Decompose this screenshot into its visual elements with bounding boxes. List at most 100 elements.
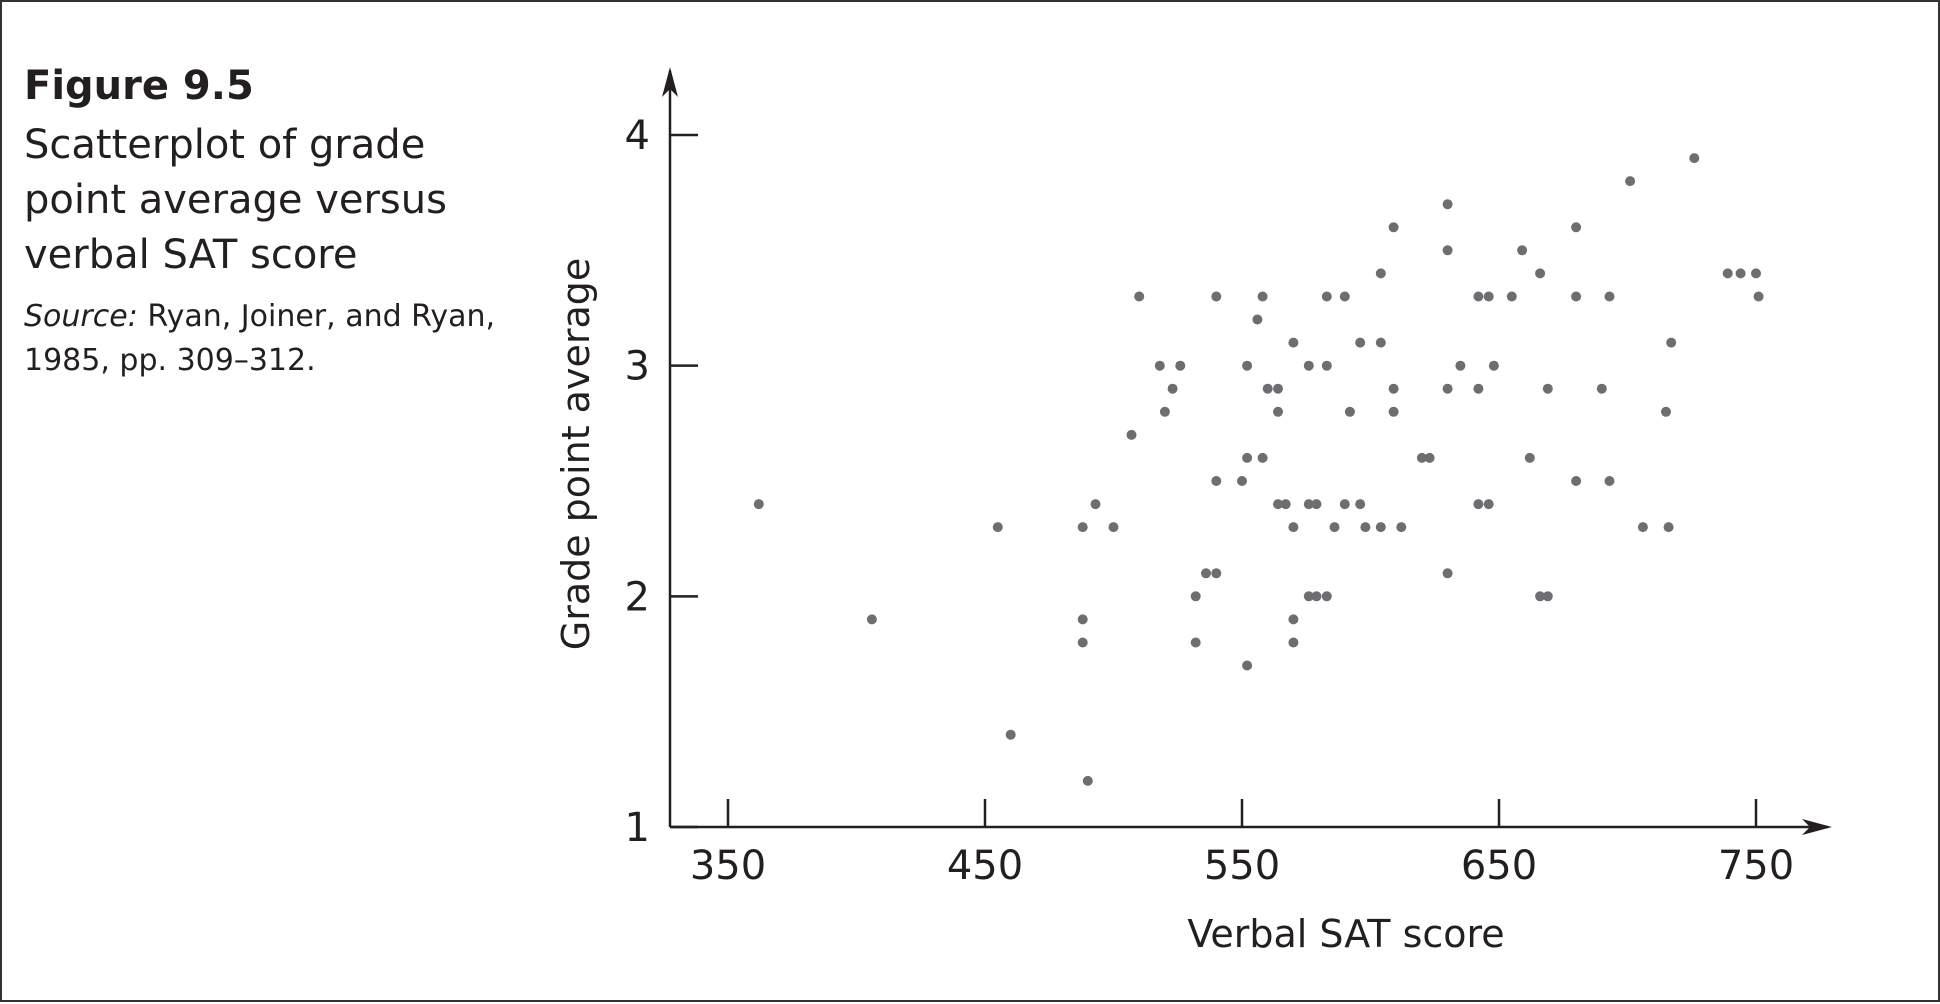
data-point (1388, 406, 1399, 417)
data-point (1375, 268, 1386, 279)
y-tick-label: 4 (625, 113, 650, 159)
figure-caption: Figure 9.5 Scatterplot of grade point av… (24, 58, 504, 383)
data-point (1211, 568, 1222, 579)
data-point (1288, 614, 1299, 625)
data-point (1005, 729, 1016, 740)
data-point (1257, 291, 1268, 302)
data-point (753, 499, 764, 510)
data-point (1542, 383, 1553, 394)
data-point (1344, 406, 1355, 417)
y-tick-label: 1 (625, 805, 650, 851)
data-point (1524, 452, 1535, 463)
data-point (1604, 291, 1615, 302)
data-point (1442, 383, 1453, 394)
data-point (1242, 360, 1253, 371)
data-point (1077, 522, 1088, 533)
x-tick-label: 650 (1461, 843, 1537, 889)
data-point (1416, 452, 1427, 463)
figure-title: Scatterplot of grade point average versu… (24, 122, 447, 278)
data-point (1126, 429, 1137, 440)
data-point (1257, 452, 1268, 463)
data-point (1396, 522, 1407, 533)
data-point (1303, 360, 1314, 371)
data-point (1262, 383, 1273, 394)
data-point (1175, 360, 1186, 371)
data-point (1329, 522, 1340, 533)
data-point (1455, 360, 1466, 371)
data-point (1506, 291, 1517, 302)
data-point (1237, 476, 1247, 486)
data-point (1211, 476, 1222, 486)
data-point (1252, 314, 1263, 325)
data-point (1090, 499, 1101, 510)
x-tick-label: 450 (947, 843, 1023, 889)
data-point (1339, 499, 1350, 510)
tick-marks: 350 450 550 650 750 1 2 3 4 (625, 113, 1795, 889)
data-point (1077, 637, 1088, 648)
data-point (992, 522, 1003, 533)
data-point (1661, 406, 1671, 417)
data-point (1473, 383, 1484, 394)
data-point (1108, 522, 1119, 533)
data-point (866, 614, 877, 625)
data-point (1159, 406, 1170, 417)
data-point (1303, 591, 1314, 602)
data-point (1722, 268, 1733, 279)
data-point (1311, 591, 1322, 602)
data-point (1339, 291, 1350, 302)
data-point (1604, 476, 1615, 486)
data-point (1442, 568, 1453, 579)
data-point (1321, 591, 1332, 602)
x-tick-label: 350 (690, 843, 766, 889)
data-point (1375, 337, 1386, 348)
y-axis-arrow-icon (662, 67, 678, 97)
data-point (1355, 499, 1366, 510)
data-point (1571, 222, 1582, 233)
data-point (1360, 522, 1371, 533)
data-point (1542, 591, 1553, 602)
axes (662, 67, 1832, 835)
data-point (1596, 383, 1607, 394)
data-point (1535, 591, 1546, 602)
data-point (1571, 476, 1582, 486)
data-point (1535, 268, 1546, 279)
data-point (1689, 153, 1700, 164)
data-point (1388, 383, 1399, 394)
data-point (1637, 522, 1648, 533)
data-point (1154, 360, 1165, 371)
data-point (1517, 245, 1528, 256)
data-point (1321, 360, 1332, 371)
data-point (1355, 337, 1366, 348)
data-point (1424, 452, 1435, 463)
data-point (1242, 452, 1253, 463)
data-point (1483, 499, 1494, 510)
data-point (1625, 176, 1636, 187)
data-point (1388, 222, 1399, 233)
data-point (1211, 291, 1222, 302)
data-point (1751, 268, 1761, 279)
data-point (1190, 637, 1201, 648)
y-axis-title: Grade point average (554, 258, 598, 651)
data-point (1488, 360, 1499, 371)
y-tick-label: 2 (625, 574, 650, 620)
data-point (1311, 499, 1322, 510)
data-point (1273, 499, 1283, 510)
data-points (753, 153, 1764, 786)
x-tick-label: 550 (1204, 843, 1280, 889)
data-point (1321, 291, 1332, 302)
data-point (1167, 383, 1178, 394)
data-point (1280, 499, 1291, 510)
y-tick-label: 3 (625, 344, 650, 390)
figure-source: Source: Ryan, Joiner, and Ryan, 1985, pp… (24, 295, 504, 383)
data-point (1442, 199, 1453, 210)
data-point (1571, 291, 1582, 302)
data-point (1288, 337, 1299, 348)
data-point (1375, 522, 1386, 533)
data-point (1483, 291, 1494, 302)
data-point (1190, 591, 1201, 602)
data-point (1473, 499, 1484, 510)
data-point (1242, 660, 1253, 671)
data-point (1273, 383, 1283, 394)
x-tick-label: 750 (1718, 843, 1794, 889)
